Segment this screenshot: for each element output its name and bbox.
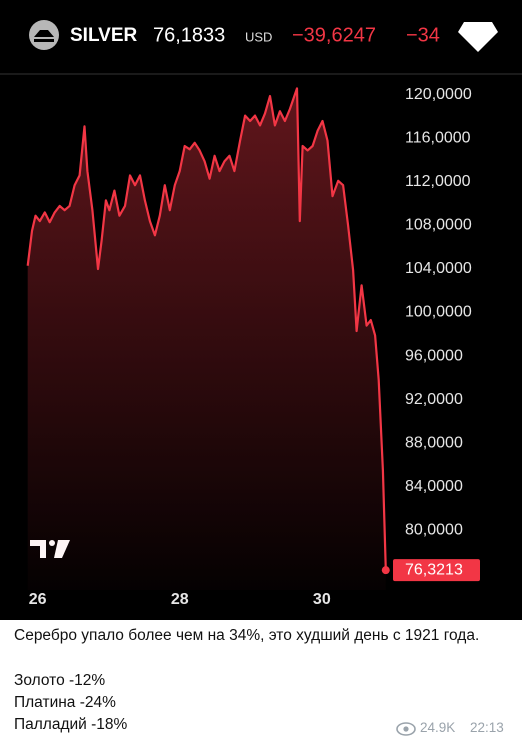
symbol: SILVER (70, 25, 137, 46)
last-point (381, 566, 390, 575)
message-line: Платина -24% (14, 694, 116, 711)
y-tick-label: 108,0000 (405, 217, 472, 234)
price-line (26, 87, 387, 571)
menu-icon[interactable] (458, 22, 498, 52)
x-tick-label: 28 (171, 591, 189, 608)
x-tick-label: 30 (313, 591, 331, 608)
y-tick-label: 104,0000 (405, 260, 472, 277)
y-tick-label: 80,0000 (405, 521, 463, 538)
views: 24.9K (420, 720, 456, 735)
y-tick-label: 100,0000 (405, 304, 472, 321)
time: 22:13 (470, 720, 504, 735)
x-tick-label: 26 (29, 591, 47, 608)
message-line: Золото -12% (14, 672, 106, 689)
change: −39,6247 (292, 24, 376, 46)
currency: USD (245, 29, 272, 44)
chart: SILVER 76,1833 USD −39,6247 −34 80,0000 8… (0, 0, 522, 620)
price: 76,1833 (153, 24, 225, 46)
message-line: Серебро упало более чем на 34%, это худш… (14, 627, 480, 644)
views-icon (396, 722, 416, 736)
message-line: Палладий -18% (14, 716, 128, 733)
area (27, 88, 386, 591)
symbol-icon-glyph (34, 30, 54, 42)
y-tick-label: 92,0000 (405, 391, 463, 408)
y-tick-label: 84,0000 (405, 478, 463, 495)
y-tick-label: 88,0000 (405, 434, 463, 451)
y-tick-label: 116,0000 (405, 130, 471, 147)
y-tick-label: 96,0000 (405, 347, 463, 364)
y-tick-label: 120,0000 (405, 86, 472, 103)
price-tag: 76,3213 (405, 561, 463, 578)
change-pct: −34 (406, 24, 440, 46)
price-tag-bg (393, 559, 480, 582)
y-tick-label: 112,0000 (405, 173, 471, 190)
